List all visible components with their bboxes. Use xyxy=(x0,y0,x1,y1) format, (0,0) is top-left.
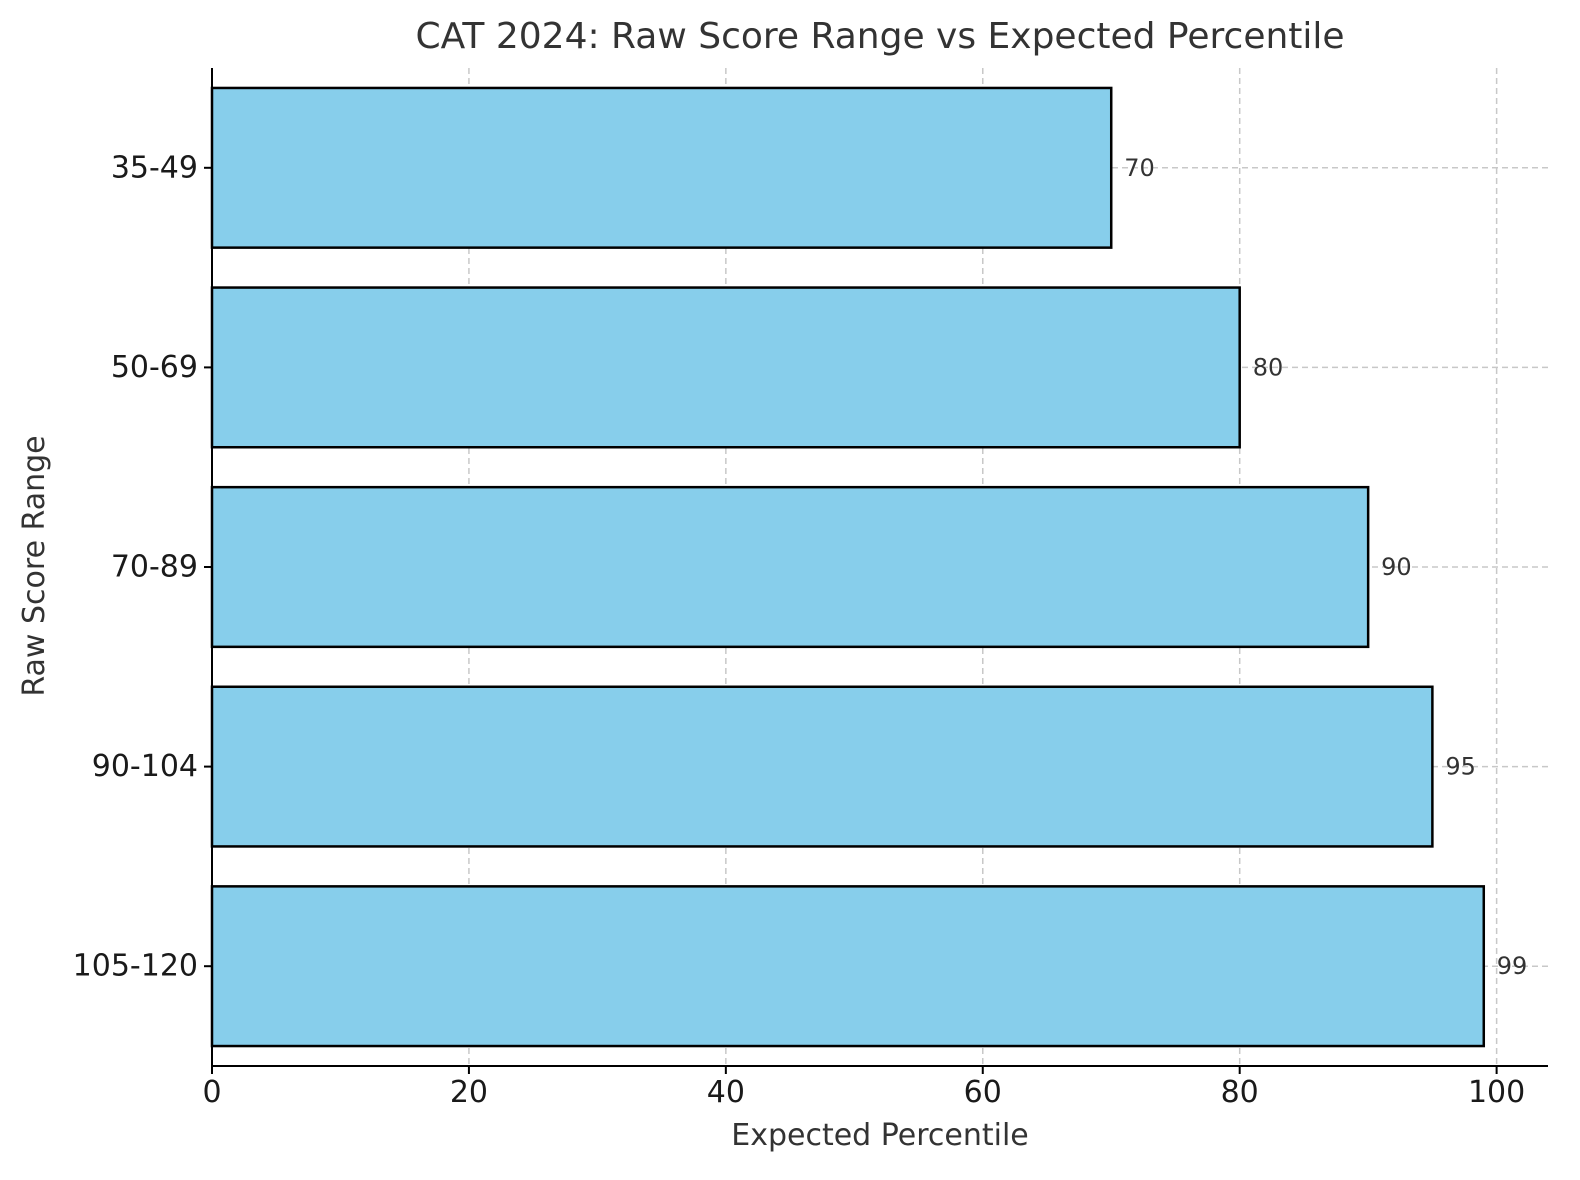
x-tick-label: 80 xyxy=(1221,1075,1259,1110)
bar-data-label: 99 xyxy=(1497,952,1528,980)
y-tick-label: 105-120 xyxy=(73,949,198,984)
bar xyxy=(210,485,1370,649)
y-tick-label: 70-89 xyxy=(111,550,198,585)
x-tick-label: 60 xyxy=(964,1075,1002,1110)
tick-labels: 0 20 40 60 80 100 35-49 50-69 70-89 90-104 105-120 xyxy=(73,150,1526,1110)
x-tick-label: 0 xyxy=(202,1075,221,1110)
y-tick-label: 50-69 xyxy=(111,350,198,385)
bar-data-label: 70 xyxy=(1124,154,1155,182)
x-tick-label: 40 xyxy=(707,1075,745,1110)
bar xyxy=(210,885,1486,1048)
bar-data-label: 95 xyxy=(1445,753,1476,781)
bars: 70 80 90 95 99 xyxy=(210,86,1528,1048)
y-axis-label: Raw Score Range xyxy=(17,435,52,696)
x-tick-label: 20 xyxy=(450,1075,488,1110)
x-tick-label: 100 xyxy=(1468,1075,1525,1110)
x-axis-label: Expected Percentile xyxy=(731,1118,1029,1153)
y-tick-label: 90-104 xyxy=(92,749,198,784)
bar xyxy=(210,685,1434,848)
bar-data-label: 90 xyxy=(1381,553,1412,581)
axes xyxy=(204,68,1548,1074)
bar-data-label: 80 xyxy=(1253,353,1284,381)
y-tick-label: 35-49 xyxy=(111,150,198,185)
chart-title: CAT 2024: Raw Score Range vs Expected Pe… xyxy=(415,16,1344,57)
bar xyxy=(210,286,1241,449)
bar xyxy=(210,86,1113,249)
